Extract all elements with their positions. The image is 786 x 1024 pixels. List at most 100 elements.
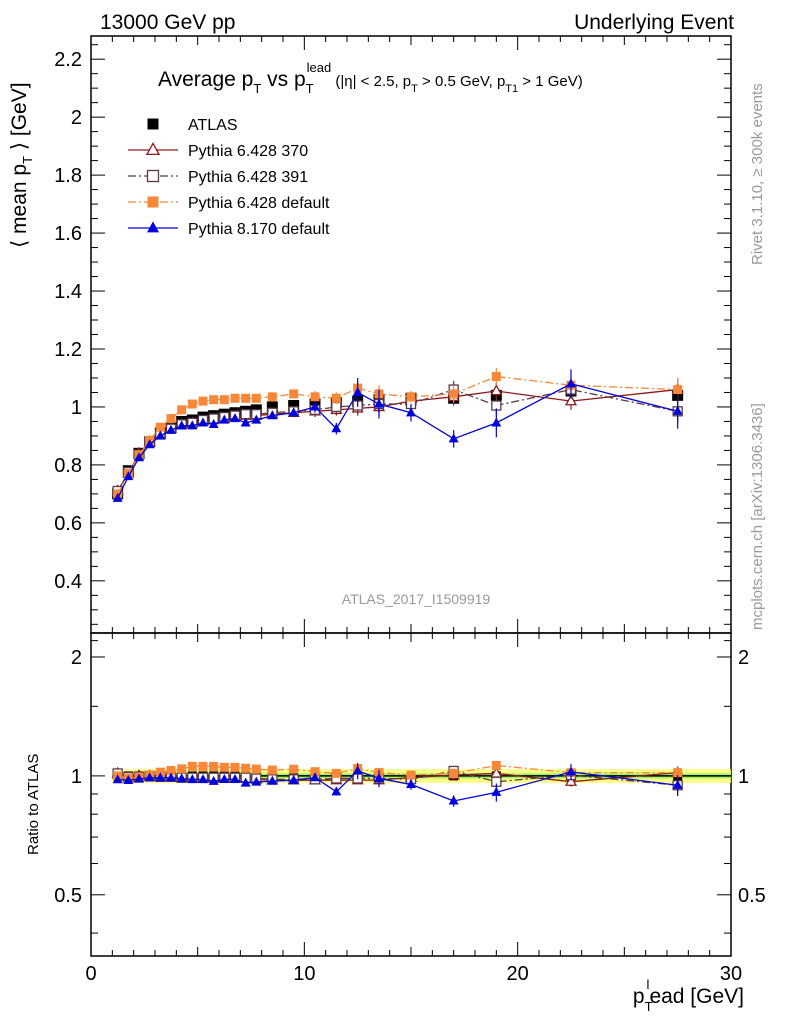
ratio-point [198, 774, 208, 784]
ratio-point [251, 776, 262, 786]
data-point [406, 407, 416, 417]
y-tick-label: 0.6 [54, 513, 82, 535]
ratio-point [449, 768, 459, 778]
data-point [187, 420, 198, 430]
analysis-id: ATLAS_2017_I1509919 [342, 591, 491, 607]
data-point [331, 423, 342, 433]
legend: ATLAS Pythia 6.428 370 Pythia 6.428 391 Pyt… [128, 117, 330, 238]
y-tick-label: 0.8 [54, 455, 82, 477]
data-point [491, 372, 501, 382]
ratio-point [198, 761, 208, 771]
data-point [176, 420, 187, 430]
data-point [490, 384, 503, 396]
data-point [219, 414, 230, 424]
legend-item-3: Pythia 6.428 default [128, 195, 330, 212]
data-point [672, 405, 683, 415]
x-tick-label: 0 [85, 963, 96, 985]
ratio-y-tick-label: 0.5 [54, 885, 82, 907]
ratio-point [491, 786, 502, 796]
ratio-point [374, 773, 384, 783]
data-point [208, 418, 219, 428]
x-tick-label: 20 [507, 963, 529, 985]
legend-label: Pythia 6.428 370 [188, 143, 308, 160]
ratio-point [208, 775, 219, 785]
ratio-point [166, 765, 176, 775]
ratio-y-tick-label: 1 [71, 766, 82, 788]
x-tick-label: 10 [293, 963, 315, 985]
ratio-point [352, 765, 363, 775]
data-point [112, 492, 123, 502]
legend-item-0: ATLAS [147, 117, 238, 134]
ratio-point [230, 762, 240, 772]
data-point [177, 405, 187, 415]
ratio-point [144, 772, 155, 782]
ratio-point [209, 761, 219, 771]
data-point [406, 392, 416, 402]
ratio-point [166, 772, 176, 782]
data-point [240, 417, 251, 427]
main-panel-frame [90, 35, 732, 634]
ratio-point [176, 773, 187, 783]
series-4 [112, 369, 683, 502]
data-point [448, 433, 459, 443]
ratio-y-tick-label-right: 0.5 [738, 885, 766, 907]
y-tick-label: 1.4 [54, 281, 82, 303]
data-point [564, 394, 578, 406]
ratio-panel-frame [90, 632, 732, 957]
ratio-point [230, 774, 240, 784]
legend-label: Pythia 6.428 default [188, 195, 330, 212]
data-point [289, 389, 299, 399]
data-point [331, 393, 341, 403]
mcplots-label: mcplots.cern.ch [arXiv:1306.3436] [749, 403, 766, 630]
ratio-point [289, 764, 299, 774]
ratio-y-tick-label: 2 [71, 647, 82, 669]
ratio-point [155, 767, 165, 777]
data-series [111, 367, 684, 502]
ratio-point [331, 768, 341, 778]
ratio-point [331, 786, 342, 796]
ratio-y-axis-label: Ratio to ATLAS [25, 754, 42, 855]
data-point [241, 393, 251, 403]
x-axis-label: pTlead [GeV] [633, 977, 744, 1014]
y-tick-label: 1.8 [54, 165, 82, 187]
ratio-point [310, 772, 320, 782]
ratio-point [672, 779, 683, 789]
ratio-series-4 [112, 762, 683, 807]
data-point [123, 471, 134, 481]
ratio-point [406, 779, 416, 789]
legend-marker [146, 169, 160, 183]
data-point [310, 392, 320, 402]
ratio-y-tick-label-right: 1 [738, 766, 749, 788]
data-point [230, 393, 240, 403]
ratio-point [566, 766, 576, 776]
ratio-point [406, 770, 416, 780]
y-tick-label: 2 [71, 107, 82, 129]
data-point [187, 399, 197, 409]
data-point [374, 398, 384, 408]
legend-label: ATLAS [188, 117, 238, 134]
plot-title: Average pT vs pTlead (|η| < 2.5, pT > 0.… [158, 60, 583, 96]
data-point [240, 409, 251, 420]
axis-ticks: 0 10 20 30 0.4 0.6 0.8 1 1.2 1.4 1.6 1.8 2 2.2 0.5 0.5 1… [54, 36, 766, 985]
legend-item-1: Pythia 6.428 370 [128, 142, 308, 160]
ratio-point [134, 773, 144, 783]
data-point [155, 430, 166, 440]
ratio-point [564, 774, 578, 786]
ratio-series [111, 760, 684, 807]
ratio-point [219, 762, 229, 772]
ratio-point [241, 763, 251, 773]
ratio-point [288, 774, 299, 784]
header-left: 13000 GeV pp [100, 11, 235, 34]
legend-label: Pythia 6.428 391 [188, 169, 308, 186]
legend-marker [147, 196, 159, 208]
data-point [144, 439, 155, 449]
series-3 [113, 367, 683, 499]
data-point [134, 452, 144, 462]
legend-marker [145, 142, 161, 156]
data-point [198, 417, 208, 427]
legend-item-2: Pythia 6.428 391 [128, 169, 308, 186]
ratio-point [155, 772, 166, 782]
ratio-point [267, 765, 277, 775]
data-point [310, 401, 320, 411]
rivet-label: Rivet 3.1.10, ≥ 300k events [749, 83, 766, 265]
